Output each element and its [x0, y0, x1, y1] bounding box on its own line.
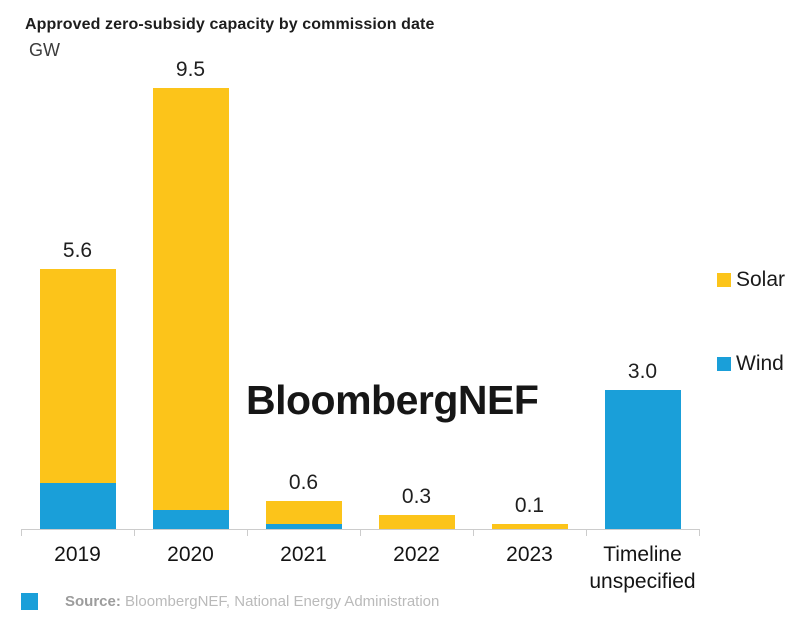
x-axis-label: 2019 — [54, 543, 101, 566]
source-footer: Source: BloombergNEF, National Energy Ad… — [21, 593, 439, 610]
bar-2019-solar — [39, 269, 116, 483]
chart-title: Approved zero-subsidy capacity by commis… — [25, 16, 435, 33]
bar-2020-solar — [152, 88, 229, 510]
source-detail: BloombergNEF, National Energy Administra… — [125, 593, 440, 610]
footer-square-icon — [21, 593, 38, 610]
bar-timeline-unspecified-wind — [604, 390, 681, 529]
x-axis-label: 2021 — [280, 543, 327, 566]
x-axis-label: 2020 — [167, 543, 214, 566]
legend-label-wind: Wind — [736, 352, 784, 375]
bar-2020-wind — [152, 510, 229, 529]
x-axis-label: Timeline unspecified — [589, 543, 696, 593]
bar-value-label: 9.5 — [175, 58, 206, 81]
bar-2023-solar — [491, 524, 568, 529]
source-prefix: Source: — [65, 593, 121, 610]
bar-value-label: 3.0 — [627, 360, 658, 383]
bar-2021-solar — [265, 501, 342, 524]
x-axis-tick — [699, 529, 700, 536]
wind-swatch-icon — [717, 357, 731, 371]
bar-2019-wind — [39, 483, 116, 529]
legend-item-solar: Solar — [717, 268, 785, 292]
x-axis-tick — [247, 529, 248, 536]
bar-value-label: 0.3 — [401, 485, 432, 508]
bar-value-label: 0.1 — [514, 494, 545, 517]
legend-label-solar: Solar — [736, 268, 786, 291]
legend-item-wind: Wind — [717, 352, 784, 376]
x-axis-tick — [473, 529, 474, 536]
bar-2021-wind — [265, 524, 342, 529]
watermark: BloombergNEF — [246, 377, 539, 423]
bar-value-label: 5.6 — [62, 239, 93, 262]
x-axis-tick — [134, 529, 135, 536]
x-axis-tick — [586, 529, 587, 536]
source-text: Source: BloombergNEF, National Energy Ad… — [65, 593, 439, 610]
x-axis-tick — [360, 529, 361, 536]
x-axis-label: 2023 — [506, 543, 553, 566]
bar-value-label: 0.6 — [288, 471, 319, 494]
x-axis-label: 2022 — [393, 543, 440, 566]
bar-2022-solar — [378, 515, 455, 529]
x-axis-tick — [21, 529, 22, 536]
y-axis-unit-label: GW — [29, 40, 60, 60]
solar-swatch-icon — [717, 273, 731, 287]
